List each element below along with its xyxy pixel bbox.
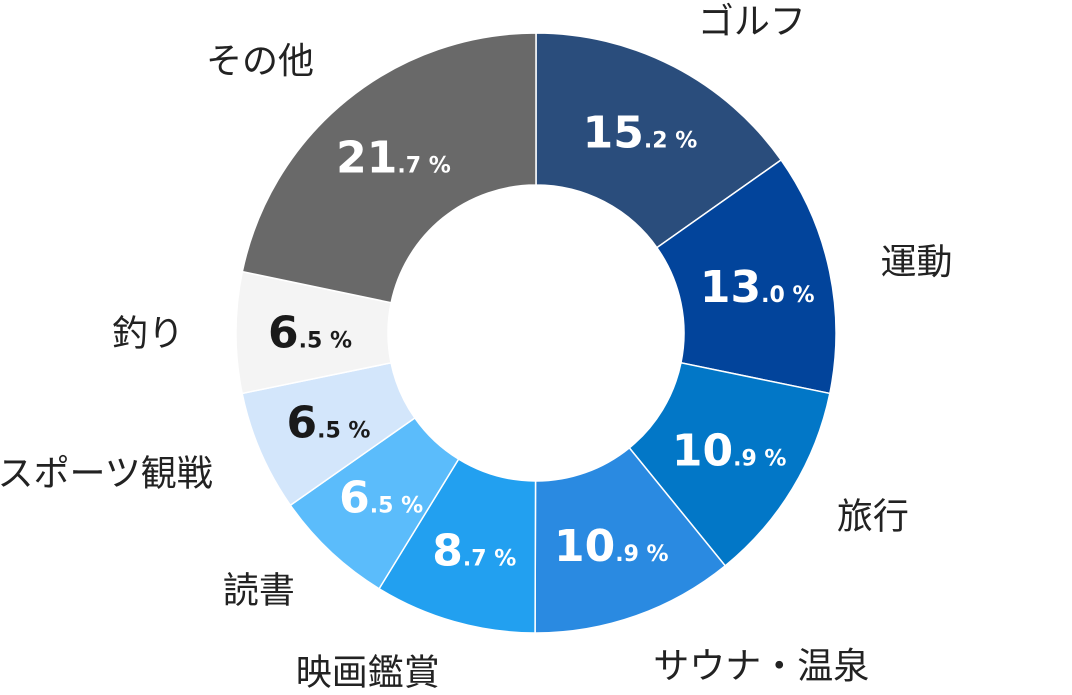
value-label-dec: .7 % (463, 546, 516, 571)
slices-group (235, 32, 837, 634)
value-label-int: 15 (583, 107, 644, 158)
value-label-int: 13 (700, 262, 761, 313)
slice-9 (241, 32, 537, 304)
slice-1 (535, 32, 783, 249)
value-label-dec: .9 % (733, 446, 786, 471)
value-label-int: 6 (268, 308, 299, 359)
value-label-dec: .7 % (397, 154, 450, 179)
value-labels-group: 15.2 %13.0 %10.9 %10.9 %8.7 %6.5 %6.5 %6… (268, 107, 815, 576)
category-label-6: 読書 (223, 570, 295, 611)
slice-2 (655, 158, 837, 395)
value-label-4: 10.9 % (554, 521, 669, 572)
category-label-8: 釣り (112, 313, 184, 354)
value-label-int: 8 (432, 525, 463, 576)
value-label-dec: .2 % (644, 128, 697, 153)
value-label-6: 6.5 % (339, 473, 423, 524)
category-label-5: 映画鑑賞 (296, 653, 440, 694)
value-label-int: 6 (339, 473, 370, 524)
value-label-5: 8.7 % (432, 525, 516, 576)
value-label-dec: .9 % (615, 542, 668, 567)
value-label-int: 6 (286, 398, 317, 449)
value-label-int: 21 (336, 133, 397, 184)
value-label-int: 10 (554, 521, 615, 572)
value-label-dec: .5 % (370, 494, 423, 519)
value-label-dec: .5 % (299, 329, 352, 354)
value-label-8: 6.5 % (268, 308, 352, 359)
category-label-4: サウナ・温泉 (653, 646, 869, 687)
category-label-2: 運動 (881, 242, 953, 283)
category-label-9: その他 (206, 41, 314, 82)
value-label-7: 6.5 % (286, 398, 370, 449)
value-label-9: 21.7 % (336, 133, 451, 184)
value-label-dec: .0 % (761, 283, 814, 308)
value-label-int: 10 (672, 425, 733, 476)
value-label-dec: .5 % (317, 419, 370, 444)
value-label-3: 10.9 % (672, 425, 787, 476)
category-label-7: スポーツ観戦 (0, 453, 213, 494)
category-label-3: 旅行 (837, 497, 909, 538)
value-label-2: 13.0 % (700, 262, 815, 313)
category-label-1: ゴルフ (698, 1, 806, 42)
value-label-1: 15.2 % (583, 107, 698, 158)
